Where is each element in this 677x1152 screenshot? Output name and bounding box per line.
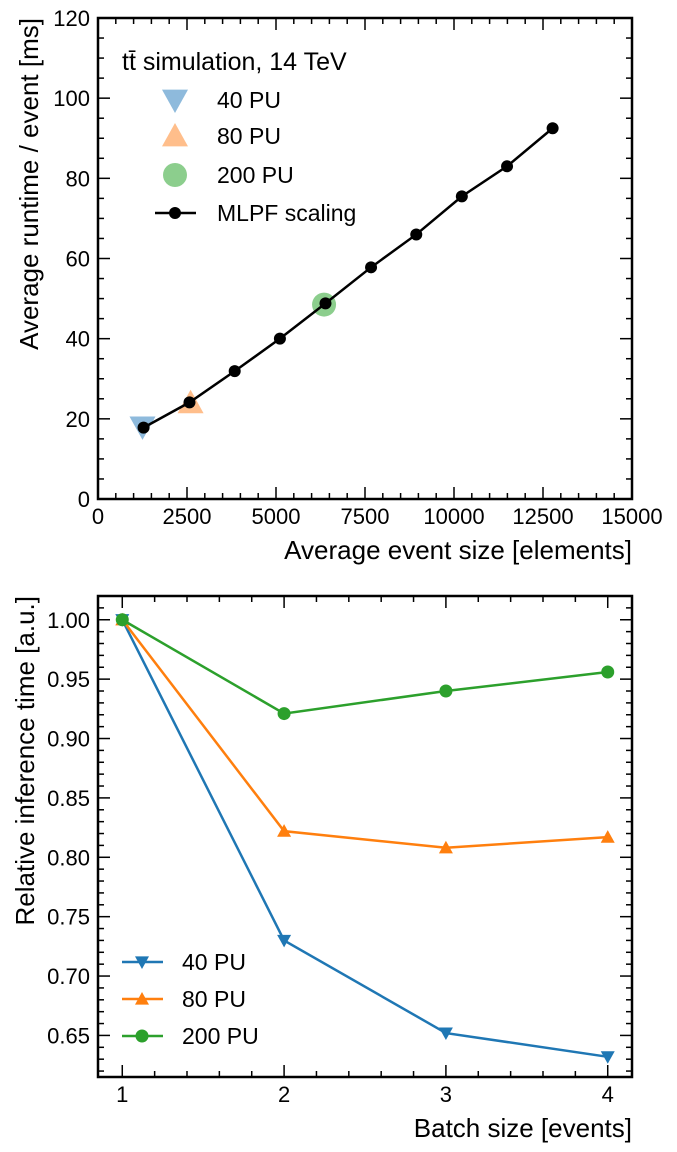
mlpf-scaling-point xyxy=(546,122,559,135)
y-tick-label: 0.95 xyxy=(47,667,90,692)
top-legend: 40 PU 80 PU 200 PU MLPF scaling xyxy=(155,87,356,226)
bottom-axis-ticks xyxy=(98,596,632,1077)
legend-label: MLPF scaling xyxy=(217,200,356,226)
legend-marker xyxy=(135,956,149,969)
data-point-200-pu xyxy=(115,613,129,627)
batch-inference-chart: 1 2 3 4 0.65 0.70 0.75 0.80 0.85 0.90 0.95 1.00 Batc… xyxy=(10,594,634,1143)
y-tick-label: 0 xyxy=(78,487,90,512)
data-point-40-pu xyxy=(438,1027,453,1041)
data-point-80-pu xyxy=(277,824,292,837)
legend-label: 200 PU xyxy=(182,1023,259,1049)
y-tick-label: 0.85 xyxy=(47,786,90,811)
y-tick-label: 100 xyxy=(53,86,90,111)
x-tick-label: 15000 xyxy=(601,504,662,529)
legend-marker xyxy=(135,992,149,1005)
mlpf-scaling-point xyxy=(501,160,514,173)
series-line-200-pu xyxy=(121,618,608,715)
x-tick-label: 4 xyxy=(602,1082,614,1107)
y-tick-label: 1.00 xyxy=(47,608,90,633)
bottom-legend: 40 PU 80 PU 200 PU xyxy=(122,949,259,1049)
bottom-plot-frame xyxy=(96,594,634,1079)
legend-label: 40 PU xyxy=(217,87,281,113)
y-axis-title: Relative inference time [a.u.] xyxy=(10,596,40,926)
data-point-40-pu xyxy=(277,934,292,948)
data-point-200-pu xyxy=(277,707,291,721)
mlpf-scaling-point xyxy=(273,332,286,345)
data-point-80-pu xyxy=(438,840,453,854)
y-tick-label: 20 xyxy=(66,407,90,432)
y-tick-label: 0.65 xyxy=(47,1023,90,1048)
y-tick-label: 120 xyxy=(53,6,90,31)
mlpf-scaling-point xyxy=(455,190,468,203)
mlpf-scaling-point xyxy=(183,396,196,409)
x-axis-title: Batch size [events] xyxy=(414,1113,632,1143)
legend-label: 80 PU xyxy=(217,123,281,149)
annotation-text: tt̄ simulation, 14 TeV xyxy=(122,48,347,76)
series-line-80-pu xyxy=(121,618,608,850)
x-tick-label: 2500 xyxy=(163,504,212,529)
y-tick-label: 0.70 xyxy=(47,964,90,989)
y-tick-label: 60 xyxy=(66,247,90,272)
runtime-scaling-chart: 0 2500 5000 7500 10000 12500 15000 0 20 40 60 80 100… xyxy=(14,6,663,565)
legend-marker xyxy=(162,123,188,147)
y-tick-label: 0.90 xyxy=(47,727,90,752)
data-point-200-pu xyxy=(439,684,453,698)
data-point-200-pu xyxy=(601,665,615,679)
legend-marker xyxy=(169,207,181,219)
top-plot-frame xyxy=(96,16,634,501)
x-tick-label: 2 xyxy=(278,1082,290,1107)
x-tick-label: 0 xyxy=(92,504,104,529)
x-tick-label: 5000 xyxy=(252,504,301,529)
x-axis-title: Average event size [elements] xyxy=(284,535,632,565)
x-tick-label: 7500 xyxy=(341,504,390,529)
legend-label: 80 PU xyxy=(182,986,246,1012)
x-tick-label: 1 xyxy=(116,1082,128,1107)
data-point-40-pu xyxy=(600,1051,615,1064)
mlpf-scaling-point xyxy=(410,228,423,241)
legend-marker xyxy=(163,163,187,187)
y-axis-title: Average runtime / event [ms] xyxy=(14,18,44,350)
mlpf-scaling-point xyxy=(365,261,378,274)
x-tick-label: 3 xyxy=(440,1082,452,1107)
legend-label: 40 PU xyxy=(182,949,246,975)
y-tick-label: 80 xyxy=(66,166,90,191)
y-tick-label: 0.75 xyxy=(47,905,90,930)
x-tick-label: 12500 xyxy=(512,504,573,529)
mlpf-scaling-point xyxy=(137,421,150,434)
y-tick-label: 40 xyxy=(66,327,90,352)
legend-marker xyxy=(135,1029,149,1043)
data-point-80-pu xyxy=(600,830,615,843)
mlpf-scaling-line xyxy=(142,127,554,429)
y-tick-label: 0.80 xyxy=(47,845,90,870)
mlpf-scaling-point xyxy=(319,297,332,310)
x-tick-label: 10000 xyxy=(423,504,484,529)
mlpf-scaling-point xyxy=(228,365,241,378)
series-line-40-pu xyxy=(121,619,608,1059)
legend-marker xyxy=(162,89,188,113)
legend-label: 200 PU xyxy=(217,162,294,188)
